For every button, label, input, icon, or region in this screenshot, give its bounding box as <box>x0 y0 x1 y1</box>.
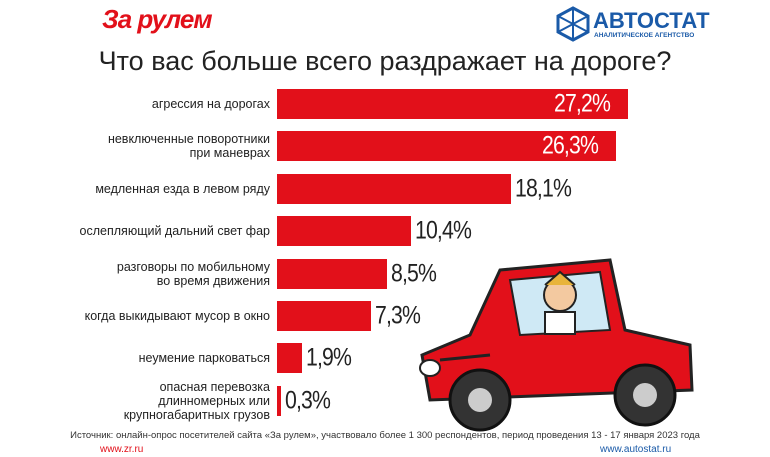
logo-right: АВТОСТАТ <box>593 8 710 33</box>
value-label: 0,3% <box>284 386 331 415</box>
category-label: разговоры по мобильному во время движени… <box>116 259 270 288</box>
bar <box>277 216 412 247</box>
bar <box>277 173 511 204</box>
value-label: 1,9% <box>305 343 352 372</box>
value-label: 7,3% <box>375 301 421 330</box>
category-label: ослепляющий дальний свет фар <box>79 224 270 239</box>
category-label: невключенные поворотники при маневрах <box>107 132 270 161</box>
logo-icon <box>556 6 590 42</box>
bar <box>277 258 387 289</box>
bar <box>277 385 281 416</box>
url-left: www.zr.ru <box>100 444 144 455</box>
logo-left: За рулем <box>102 4 213 34</box>
bar <box>277 301 372 331</box>
value-label: 26,3% <box>542 131 599 160</box>
car-illustration <box>419 258 694 432</box>
category-label: когда выкидывают мусор в окно <box>84 309 270 323</box>
chart-title: Что вас больше всего раздражает на дорог… <box>98 46 672 76</box>
value-label: 10,4% <box>415 216 472 245</box>
url-right: www.autostat.ru <box>600 444 672 455</box>
source-note: Источник: онлайн-опрос посетителей сайта… <box>70 430 700 441</box>
category-label: медленная езда в левом ряду <box>95 181 270 196</box>
category-label: опасная перевозка длинномерных или крупн… <box>123 379 270 422</box>
bar <box>277 89 628 119</box>
bar <box>277 131 617 162</box>
value-label: 27,2% <box>554 89 611 118</box>
category-label: неумение парковаться <box>138 351 270 366</box>
logo-right-sub: АНАЛИТИЧЕСКОЕ АГЕНТСТВО <box>594 32 695 39</box>
value-label: 8,5% <box>390 259 437 288</box>
bar <box>277 343 302 374</box>
category-label: агрессия на дорогах <box>151 97 270 111</box>
value-label: 18,1% <box>514 174 572 203</box>
